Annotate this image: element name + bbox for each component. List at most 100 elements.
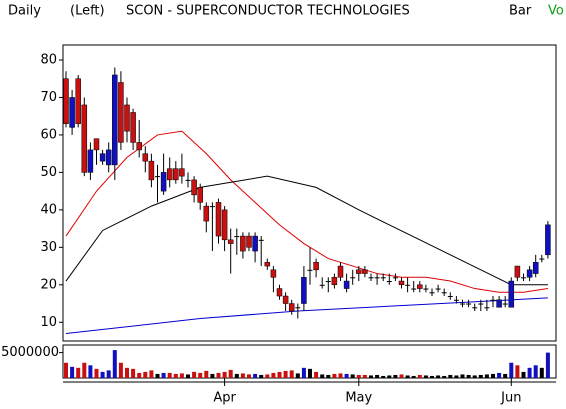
candle-body — [521, 277, 526, 279]
volume-bar — [521, 371, 526, 378]
candle-body — [472, 307, 478, 309]
volume-bar — [417, 374, 422, 378]
candle-body — [337, 265, 344, 278]
volume-bar — [356, 374, 361, 378]
volume-bar — [381, 375, 386, 378]
volume-bar — [228, 369, 233, 378]
volume-bar — [375, 374, 380, 378]
volume-bar — [442, 375, 447, 378]
candle-body — [252, 235, 258, 252]
volume-bar — [155, 373, 160, 378]
bar-style-label: Bar — [509, 4, 532, 19]
candle-body — [112, 74, 118, 166]
y-tick-label: 5000000 — [1, 345, 59, 360]
candle-body — [496, 299, 502, 308]
candle-body — [514, 265, 521, 278]
volume-bar — [393, 374, 398, 378]
candle-body — [331, 277, 338, 286]
volume-bar — [131, 368, 136, 378]
volume-bar — [423, 375, 428, 378]
x-tick-label: May — [345, 391, 372, 406]
candle-body — [75, 78, 81, 124]
y-tick-label: 10 — [40, 315, 57, 330]
candle-body — [539, 258, 545, 260]
volume-bar — [533, 365, 538, 378]
volume-bar — [204, 370, 209, 378]
candle-body — [295, 307, 301, 309]
volume-bar — [76, 367, 81, 378]
candle-body — [69, 97, 75, 128]
period-label: Daily — [8, 4, 41, 19]
candle-body — [221, 209, 228, 241]
volume-bar — [314, 371, 319, 378]
volume-bar — [271, 372, 276, 378]
volume-bar — [149, 370, 154, 378]
candle-body — [282, 295, 289, 304]
candle-body — [191, 179, 197, 196]
volume-bar — [369, 375, 373, 378]
volume-bar — [173, 373, 178, 378]
volume-bar — [265, 374, 270, 378]
candle-body — [215, 202, 222, 237]
candle-body — [368, 277, 374, 279]
volume-bar — [454, 375, 459, 378]
candle-body — [307, 269, 313, 271]
y-tick-label: 60 — [40, 127, 57, 142]
volume-bar — [167, 372, 172, 378]
volume-bar — [478, 374, 483, 378]
x-tick-label: Apr — [213, 391, 236, 406]
candle-body — [166, 168, 173, 181]
candle-body — [270, 269, 277, 278]
volume-bar — [125, 367, 129, 378]
moving-average — [65, 297, 548, 335]
volume-bar — [326, 374, 331, 378]
volume-bar — [539, 367, 544, 378]
candle-body — [63, 78, 69, 124]
price-panel — [62, 44, 557, 342]
indicator-label: Vo — [548, 4, 564, 19]
volume-bar — [350, 374, 355, 378]
volume-bar — [484, 374, 489, 378]
candle-body — [447, 296, 453, 298]
volume-bar — [332, 373, 337, 378]
volume-bar — [405, 375, 410, 378]
candle-body — [490, 299, 496, 301]
candle-body — [136, 142, 142, 151]
candle-body — [545, 224, 551, 256]
volume-bar — [472, 375, 477, 378]
volume-bar — [387, 375, 392, 378]
volume-bar — [216, 372, 221, 378]
volume-bar — [88, 365, 93, 378]
volume-bar — [295, 373, 300, 378]
candle-body — [508, 280, 515, 308]
candle-body — [142, 153, 149, 162]
candle-body — [350, 277, 356, 279]
volume-bar — [436, 375, 441, 378]
candle-body — [478, 303, 484, 305]
volume-bar — [527, 367, 532, 378]
candle-body — [405, 284, 411, 286]
candle-body — [93, 138, 100, 151]
volume-bar — [466, 374, 471, 378]
volume-bar — [320, 374, 325, 378]
volume-bar — [186, 374, 190, 378]
candle-body — [209, 206, 215, 208]
y-tick-label: 20 — [40, 277, 57, 292]
candle-body — [203, 205, 210, 222]
candle-body — [325, 281, 331, 283]
candle-body — [99, 153, 106, 162]
volume-bar — [460, 374, 465, 378]
volume-bar — [448, 374, 453, 378]
volume-bar — [497, 372, 502, 378]
candle-body — [258, 239, 264, 241]
candle-body — [105, 149, 112, 166]
volume-bar — [94, 368, 99, 378]
volume-bar — [137, 372, 142, 378]
volume-bar — [222, 371, 227, 378]
moving-average — [65, 130, 548, 293]
volume-bar — [545, 352, 550, 378]
volume-bar — [106, 370, 111, 378]
candle-body — [411, 288, 417, 290]
volume-bar — [198, 372, 203, 378]
